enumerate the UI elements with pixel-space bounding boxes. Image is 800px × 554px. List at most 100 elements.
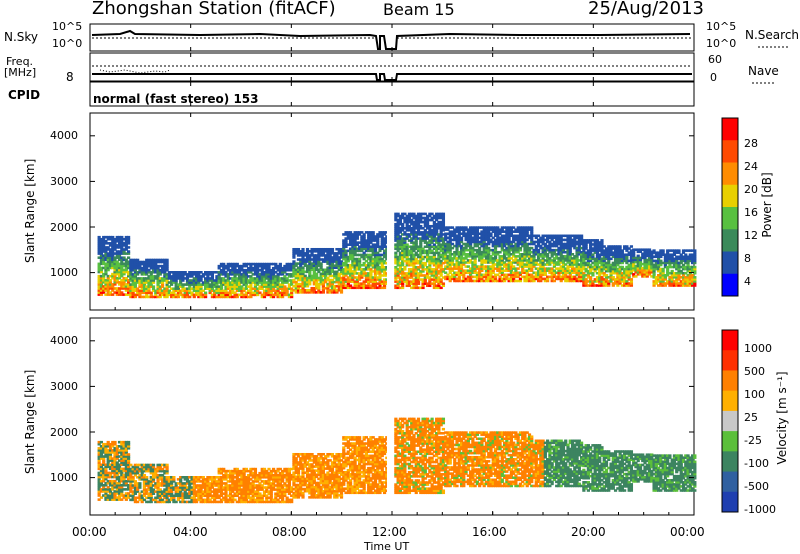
range-gate-cell — [543, 273, 547, 277]
range-gate-cell — [348, 272, 353, 275]
range-gate-cell — [401, 284, 405, 288]
power-cbar-tick-12: 12 — [744, 229, 758, 242]
range-gate-cell — [233, 262, 237, 266]
range-gate-cell — [439, 222, 443, 226]
range-gate-cell — [253, 287, 258, 290]
range-gate-cell — [382, 274, 387, 277]
range-gate-cell — [163, 258, 167, 262]
range-gate-cell — [140, 266, 144, 270]
range-gate-cell — [303, 276, 307, 280]
range-gate-cell — [97, 453, 101, 456]
range-gate-cell — [566, 236, 570, 240]
range-gate-cell — [396, 255, 400, 259]
colorbar-swatch — [722, 273, 738, 297]
range-gate-cell — [401, 253, 405, 257]
range-gate-cell — [507, 273, 511, 277]
range-gate-cell — [407, 284, 412, 288]
range-gate-cell — [97, 287, 101, 290]
range-gate-cell — [589, 249, 593, 252]
range-gate-cell — [328, 289, 332, 292]
range-gate-cell — [439, 278, 443, 281]
range-gate-cell — [469, 244, 473, 248]
range-gate-cell — [342, 278, 346, 281]
range-gate-cell — [344, 245, 348, 249]
range-gate-cell — [407, 251, 412, 255]
range-gate-cell — [478, 246, 482, 250]
range-gate-cell — [113, 240, 117, 243]
range-gate-cell — [108, 258, 113, 262]
range-gate-cell — [165, 279, 169, 282]
range-gate-cell — [693, 255, 697, 259]
range-gate-cell — [147, 289, 151, 293]
range-gate-cell — [484, 257, 489, 260]
range-gate-cell — [117, 250, 122, 253]
range-gate-cell — [380, 257, 384, 261]
range-gate-cell — [97, 289, 101, 292]
range-gate-cell — [444, 232, 448, 236]
range-gate-cell — [505, 234, 509, 238]
range-gate-cell — [117, 274, 122, 278]
range-gate-cell — [120, 272, 124, 276]
range-gate-cell — [541, 263, 545, 266]
range-gate-cell — [369, 257, 373, 261]
range-gate-cell — [521, 275, 525, 279]
range-gate-cell — [305, 266, 310, 270]
range-gate-cell — [432, 243, 436, 246]
range-gate-cell — [149, 258, 153, 262]
range-gate-cell — [158, 293, 162, 297]
range-gate-cell — [326, 278, 330, 282]
range-gate-cell — [348, 253, 353, 257]
range-gate-cell — [339, 252, 344, 255]
range-gate-cell — [104, 235, 108, 239]
range-gate-cell — [106, 473, 110, 477]
range-gate-cell — [224, 287, 228, 290]
range-gate-cell — [607, 253, 611, 257]
range-gate-cell — [113, 268, 117, 272]
range-gate-cell — [276, 277, 280, 280]
range-gate-cell — [102, 461, 106, 464]
range-gate-cell — [301, 266, 305, 270]
range-gate-cell — [179, 289, 183, 293]
range-gate-cell — [654, 251, 658, 254]
range-gate-cell — [491, 267, 495, 270]
range-gate-cell — [106, 285, 110, 288]
range-gate-cell — [276, 266, 280, 270]
range-gate-cell — [541, 269, 545, 272]
range-gate-cell — [129, 264, 133, 268]
range-gate-cell — [473, 226, 477, 229]
range-gate-cell — [498, 261, 502, 264]
range-gate-cell — [99, 256, 104, 259]
range-gate-cell — [600, 239, 604, 242]
range-gate-cell — [611, 269, 615, 273]
range-gate-cell — [396, 243, 400, 246]
range-gate-cell — [527, 234, 532, 238]
range-gate-cell — [394, 222, 398, 226]
range-gate-cell — [559, 252, 563, 256]
range-gate-cell — [444, 265, 448, 268]
range-gate-cell — [267, 266, 271, 270]
range-gate-cell — [690, 249, 695, 252]
range-gate-cell — [607, 284, 611, 287]
range-gate-cell — [487, 230, 491, 233]
range-gate-cell — [192, 271, 196, 274]
range-gate-cell — [378, 280, 382, 283]
range-gate-cell — [602, 271, 606, 275]
range-gate-cell — [414, 270, 418, 273]
range-gate-cell — [693, 280, 697, 283]
range-gate-cell — [532, 252, 536, 256]
range-gate-cell — [457, 257, 461, 260]
range-gate-cell — [355, 259, 359, 263]
range-gate-cell — [382, 261, 387, 265]
range-gate-cell — [518, 255, 523, 258]
range-gate-cell — [102, 457, 106, 460]
range-gate-cell — [348, 249, 353, 253]
range-gate-cell — [525, 246, 529, 250]
range-gate-cell — [536, 257, 541, 260]
range-gate-cell — [394, 227, 398, 230]
range-gate-cell — [668, 259, 672, 263]
range-gate-cell — [253, 273, 258, 276]
range-gate-cell — [464, 246, 468, 250]
range-gate-cell — [126, 250, 131, 253]
range-gate-cell — [147, 277, 151, 280]
range-gate-cell — [448, 263, 452, 266]
